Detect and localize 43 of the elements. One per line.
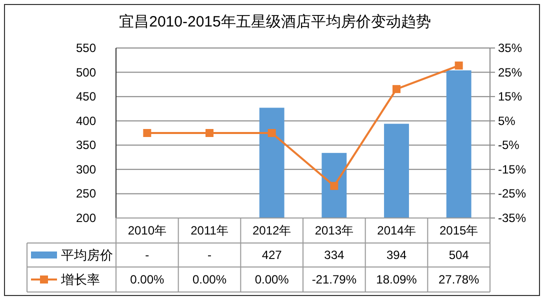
- data-label: -21.79%: [312, 272, 357, 286]
- point: [330, 182, 338, 190]
- y-tick-label: 550: [76, 41, 96, 55]
- data-label: 27.78%: [438, 272, 480, 286]
- legend-label: 增长率: [61, 272, 100, 287]
- point: [392, 85, 400, 94]
- y-tick-label: 400: [76, 114, 96, 128]
- y2-tick-label: -35%: [498, 211, 526, 225]
- category: 2010年: [128, 224, 167, 238]
- y-tick-label: 300: [76, 162, 96, 176]
- y2-tick-label: 35%: [498, 41, 522, 55]
- data-label: 504: [448, 248, 469, 262]
- data-label: 0.00%: [254, 272, 289, 286]
- point: [268, 129, 276, 137]
- y2-tick-label: 5%: [498, 114, 516, 128]
- y2-tick-label: 15%: [498, 90, 522, 104]
- data-label: 427: [262, 248, 282, 262]
- point: [206, 129, 214, 137]
- data-label: 0.00%: [130, 272, 164, 286]
- y2-tick-label: 25%: [498, 65, 522, 80]
- y-tick-label: 450: [76, 90, 96, 104]
- category: 2014年: [377, 224, 416, 238]
- y-tick-label: 350: [76, 138, 96, 152]
- y2-tick-label: -25%: [498, 186, 526, 201]
- title: 宜昌2010-2015年五星级酒店平均房价变动趋势: [119, 14, 431, 30]
- y2-tick-label: -5%: [498, 138, 520, 152]
- point: [454, 62, 463, 70]
- data-label: 18.09%: [376, 272, 417, 286]
- category: 2015年: [439, 224, 478, 238]
- data-label: 394: [386, 248, 407, 262]
- data-label: -: [145, 248, 150, 262]
- data-label: -: [208, 248, 212, 262]
- legend-label: 平均房价: [61, 248, 113, 262]
- data-label: 334: [324, 248, 344, 262]
- y-tick-label: 200: [76, 211, 96, 225]
- data-label: 0.00%: [192, 272, 227, 286]
- y-tick-label: 500: [76, 65, 96, 80]
- point: [143, 129, 152, 137]
- category: 2011年: [190, 224, 228, 238]
- category: 2012年: [252, 224, 292, 238]
- category: 2013年: [314, 224, 354, 238]
- y-tick-label: 250: [76, 186, 96, 201]
- y2-tick-label: -15%: [498, 162, 526, 176]
